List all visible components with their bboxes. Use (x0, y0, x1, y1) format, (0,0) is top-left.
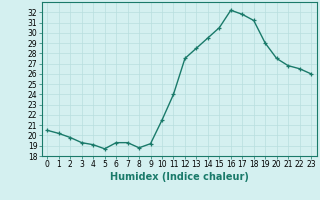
X-axis label: Humidex (Indice chaleur): Humidex (Indice chaleur) (110, 172, 249, 182)
